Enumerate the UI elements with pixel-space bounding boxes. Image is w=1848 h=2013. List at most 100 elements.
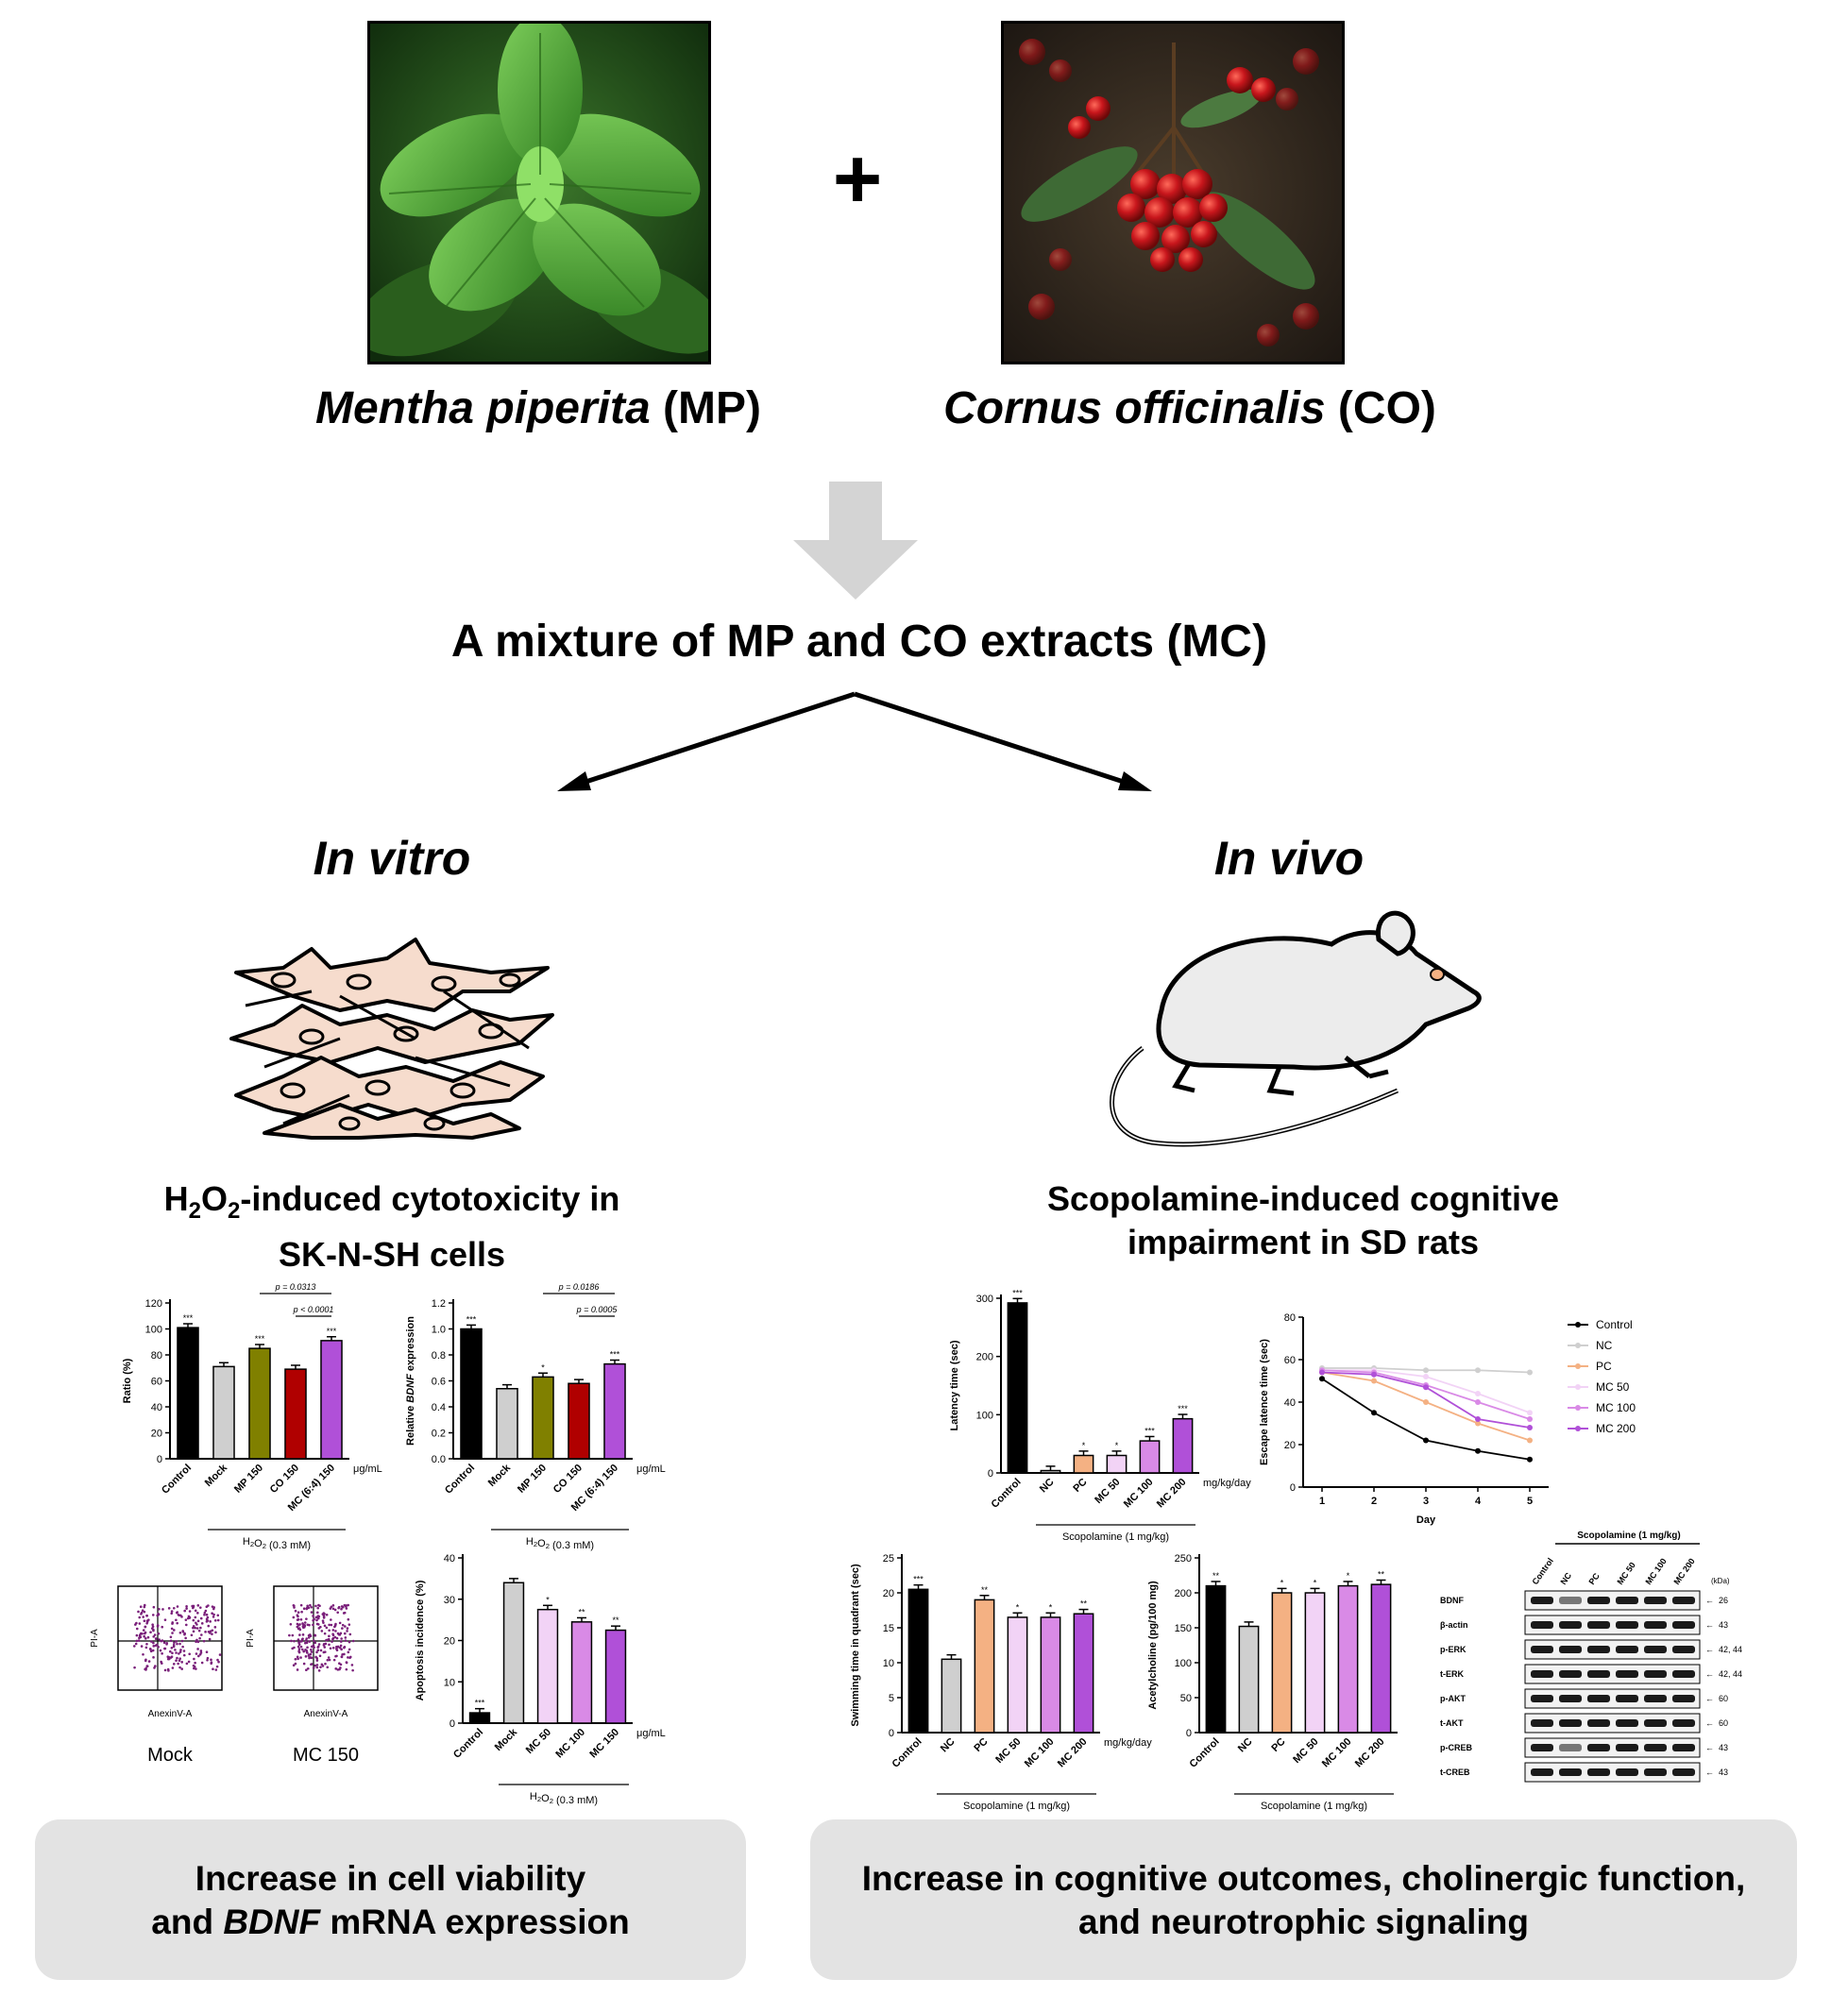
flow-dot — [138, 1622, 142, 1625]
flow-dot — [171, 1632, 174, 1634]
blot-row-label: t-ERK — [1440, 1669, 1464, 1679]
flow-dot — [323, 1624, 327, 1628]
flow-dot — [322, 1643, 326, 1646]
y-tick-label: 0 — [449, 1718, 455, 1730]
flow-dot — [213, 1626, 217, 1629]
x-tick-label: MC 50 — [524, 1727, 553, 1756]
flow-dot — [152, 1641, 155, 1645]
flow-dot — [192, 1624, 195, 1628]
blot-strip — [1524, 1590, 1701, 1611]
flow-dot — [328, 1634, 331, 1638]
flow-dot — [149, 1640, 153, 1643]
legend-marker — [1575, 1343, 1581, 1348]
x-tick-label: Mock — [203, 1462, 230, 1489]
flow-y-label: PI-A — [246, 1629, 256, 1648]
flow-dot — [198, 1606, 202, 1609]
flow-dot — [195, 1667, 197, 1670]
flow-dot — [180, 1667, 183, 1670]
blot-band — [1559, 1597, 1582, 1604]
flow-dot — [143, 1605, 146, 1609]
flow-dot — [346, 1630, 348, 1632]
flow-dot — [305, 1637, 309, 1640]
flow-cytometry-plots: AnexinV-A PI-A Mock AnexinV-A PI-A MC 150 — [90, 1585, 379, 1766]
flow-dot — [211, 1632, 213, 1635]
flow-dot — [199, 1649, 203, 1652]
flow-dot — [196, 1648, 199, 1650]
flow-dot — [323, 1632, 327, 1635]
flow-dot — [291, 1633, 295, 1637]
blot-kda: 42, 44 — [1719, 1645, 1742, 1654]
group-label: H2O2 (0.3 mM) — [530, 1791, 598, 1806]
flow-dot — [211, 1605, 214, 1608]
bdnf-bar-chart: 0.0 0.2 0.4 0.6 0.8 1.0 1.2 Relative BDNF expre… — [405, 1282, 666, 1551]
blot-band — [1616, 1670, 1638, 1678]
group-label: Scopolamine (1 mg/kg) — [1062, 1531, 1169, 1543]
y-tick-label: 25 — [883, 1553, 894, 1565]
series-line — [1321, 1378, 1531, 1461]
blot-band — [1672, 1719, 1695, 1727]
flow-dot — [319, 1649, 323, 1652]
flow-dot — [149, 1649, 153, 1653]
bar — [1073, 1613, 1094, 1734]
series-point — [1527, 1410, 1533, 1416]
x-tick-label: 4 — [1475, 1496, 1482, 1507]
flow-dot — [305, 1649, 309, 1653]
flow-dot — [152, 1605, 156, 1609]
blot-kda: 60 — [1719, 1694, 1728, 1703]
significance-label: * — [1115, 1441, 1119, 1450]
y-tick-label: 120 — [145, 1298, 162, 1310]
flow-dot — [172, 1629, 176, 1632]
blot-band — [1616, 1597, 1638, 1604]
flow-dot — [144, 1637, 147, 1640]
y-tick-label: 0 — [988, 1468, 993, 1480]
blot-arrow: ← — [1705, 1743, 1714, 1752]
flow-dot — [140, 1611, 144, 1615]
flow-dot — [333, 1608, 337, 1612]
blot-arrow: ← — [1705, 1694, 1714, 1703]
in-vitro-subtitle-line1: H2O2-induced cytotoxicity in — [76, 1177, 708, 1233]
flow-dot — [292, 1664, 296, 1667]
flow-dot — [178, 1652, 180, 1655]
significance-label: ** — [1080, 1599, 1088, 1609]
y-tick-label: 0 — [889, 1728, 894, 1739]
y-tick-label: 30 — [444, 1595, 455, 1606]
in-vivo-outcome-line1: Increase in cognitive outcomes, choliner… — [861, 1859, 1746, 1898]
flow-dot — [297, 1648, 301, 1650]
flow-dot — [190, 1633, 194, 1637]
group-label: H2O2 (0.3 mM) — [526, 1536, 594, 1551]
branch-arrows-icon — [557, 691, 1152, 791]
x-tick-label: NC — [939, 1736, 958, 1755]
series-point — [1527, 1416, 1533, 1422]
flow-dot — [331, 1629, 335, 1632]
flow-dot — [197, 1654, 200, 1658]
flow-dot — [161, 1651, 163, 1655]
significance-label: *** — [1178, 1404, 1188, 1413]
cornus-photo — [1001, 21, 1345, 364]
flow-dot — [200, 1622, 204, 1625]
flow-dot — [176, 1642, 178, 1646]
flow-dot — [297, 1638, 300, 1641]
flow-dot — [195, 1623, 198, 1626]
x-tick-label: Control — [451, 1727, 485, 1761]
bar — [941, 1658, 962, 1734]
flow-dot — [301, 1622, 304, 1625]
blot-kda: 26 — [1719, 1596, 1728, 1605]
flow-dot — [178, 1642, 181, 1646]
flow-dot — [303, 1621, 307, 1624]
flow-dot — [144, 1646, 148, 1649]
flow-dot — [308, 1633, 312, 1636]
flow-dot — [345, 1607, 348, 1610]
flow-dot — [324, 1662, 327, 1666]
x-tick-label: Control — [989, 1477, 1023, 1511]
flow-dot — [154, 1644, 158, 1648]
y-axis-label: Escape latence time (sec) — [1259, 1339, 1270, 1465]
flow-dot — [178, 1632, 182, 1634]
flow-dot — [158, 1607, 161, 1611]
flow-dot — [171, 1651, 174, 1655]
flow-dot — [328, 1643, 331, 1647]
acetylcholine-bar-chart: 0 50 100 150 200 250 Acetylcholine (pg/100 mg)… — [1147, 1553, 1398, 1812]
flow-dot — [216, 1614, 220, 1617]
bar — [532, 1376, 554, 1460]
flow-dot — [194, 1626, 197, 1630]
o-letter: O — [200, 1179, 228, 1218]
